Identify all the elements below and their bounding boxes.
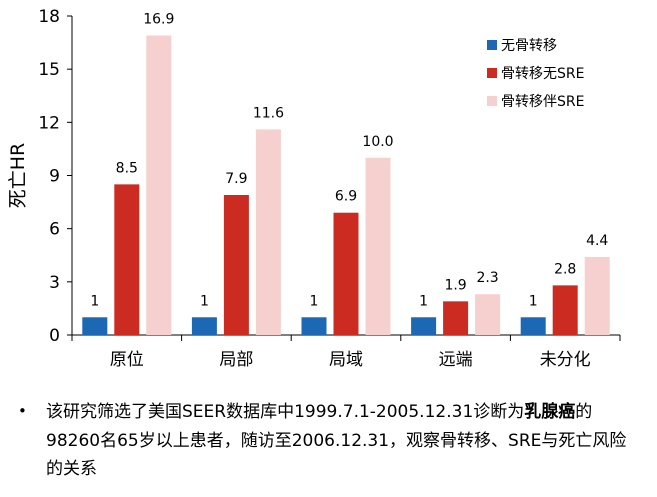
- y-axis-title: 死亡HR: [7, 143, 29, 209]
- footnote-text-after: 的98260名65岁以上患者，随访至2006.12.31，观察骨转移、SRE与死…: [46, 402, 627, 479]
- legend-label: 骨转移无SRE: [501, 66, 584, 82]
- x-tick-label: 局域: [329, 350, 363, 370]
- data-label: 8.5: [116, 160, 138, 176]
- bar: [223, 194, 249, 335]
- data-label: 6.9: [335, 189, 357, 205]
- bar: [333, 212, 359, 335]
- bar: [584, 257, 610, 335]
- bar: [146, 35, 172, 335]
- y-tick-label: 9: [49, 167, 60, 187]
- data-label: 1: [310, 293, 319, 309]
- data-label: 7.9: [225, 171, 247, 187]
- bar: [114, 184, 140, 335]
- bar-chart: 0369121518死亡HR原位18.516.9局部17.911.6局域16.9…: [7, 7, 621, 370]
- data-label: 2.3: [476, 270, 498, 286]
- bar: [365, 157, 391, 335]
- legend-swatch: [487, 68, 497, 78]
- data-label: 11.6: [253, 105, 284, 121]
- bar: [475, 294, 501, 335]
- data-label: 1: [419, 293, 428, 309]
- bar: [255, 129, 281, 335]
- bar: [82, 317, 108, 335]
- x-tick-label: 远端: [439, 350, 473, 370]
- bar: [443, 301, 469, 335]
- footnote-text: 该研究筛选了美国SEER数据库中1999.7.1-2005.12.31诊断为乳腺…: [46, 398, 638, 484]
- y-tick-label: 15: [38, 60, 60, 80]
- y-tick-label: 12: [38, 113, 60, 133]
- bullet-icon: •: [18, 402, 27, 420]
- x-tick-label: 局部: [219, 350, 253, 370]
- data-label: 1.9: [444, 277, 466, 293]
- bar: [191, 317, 217, 335]
- legend-label: 无骨转移: [501, 38, 557, 54]
- data-label: 4.4: [586, 233, 608, 249]
- x-tick-label: 原位: [110, 350, 144, 370]
- legend-swatch: [487, 40, 497, 50]
- legend-label: 骨转移伴SRE: [501, 94, 584, 110]
- bar: [301, 317, 327, 335]
- x-tick-label: 未分化: [540, 350, 591, 370]
- data-label: 1: [529, 293, 538, 309]
- data-label: 1: [200, 293, 209, 309]
- y-tick-label: 3: [49, 273, 60, 293]
- data-label: 2.8: [554, 261, 576, 277]
- bar: [411, 317, 437, 335]
- footnote: • 该研究筛选了美国SEER数据库中1999.7.1-2005.12.31诊断为…: [18, 398, 638, 484]
- y-tick-label: 6: [49, 220, 60, 240]
- footnote-highlight: 乳腺癌: [524, 402, 576, 422]
- data-label: 16.9: [143, 11, 174, 27]
- footnote-text-before: 该研究筛选了美国SEER数据库中1999.7.1-2005.12.31诊断为: [46, 402, 525, 422]
- legend-swatch: [487, 96, 497, 106]
- bar: [520, 317, 546, 335]
- bar: [552, 285, 578, 335]
- data-label: 1: [90, 293, 99, 309]
- y-tick-label: 18: [38, 7, 60, 27]
- y-tick-label: 0: [49, 326, 60, 346]
- data-label: 10.0: [362, 134, 393, 150]
